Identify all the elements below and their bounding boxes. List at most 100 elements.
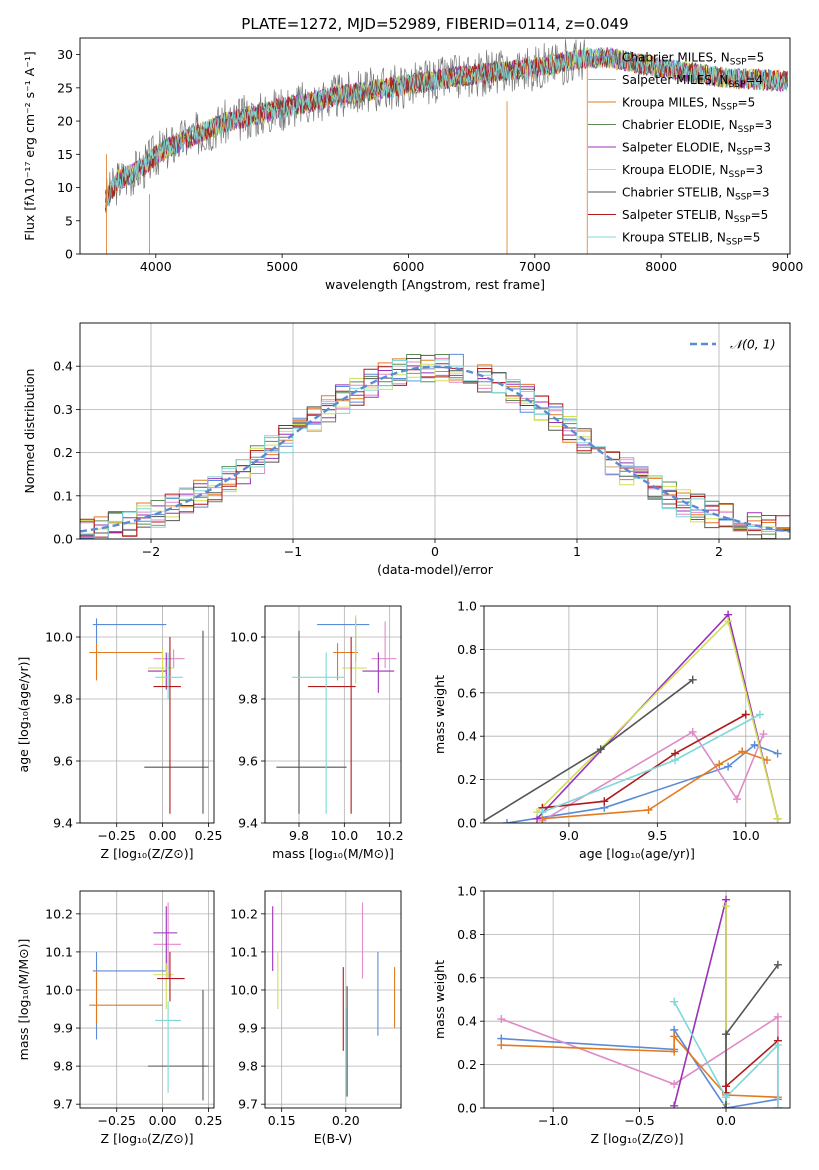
weight-marker: [773, 814, 782, 823]
weight-marker: [670, 1032, 679, 1041]
x-tick-label: 2: [715, 544, 723, 559]
weight-marker: [722, 1082, 731, 1091]
x-tick-label: 0.00: [149, 828, 177, 843]
weight-marker: [722, 1093, 731, 1102]
data-point: [155, 1001, 181, 1093]
y-tick-label: 0.4: [457, 1014, 477, 1029]
data-point: [333, 643, 358, 681]
legend-model-name: Kroupa MILES: [622, 96, 704, 110]
plot-area: [89, 618, 209, 814]
y-tick-label: 10.2: [230, 906, 258, 921]
data-point: [153, 906, 178, 971]
y-tick-label: 5: [65, 213, 73, 228]
plot-area: [484, 610, 782, 823]
model-spectrum: [104, 47, 788, 207]
x-tick-label: 6000: [393, 259, 425, 274]
y-tick-label: 10.0: [45, 630, 73, 645]
x-tick-label: 0: [431, 544, 439, 559]
legend-nssp: 3: [765, 118, 773, 132]
weight-marker: [538, 808, 547, 817]
weight-marker: [600, 797, 609, 806]
weight-marker: [773, 749, 782, 758]
x-tick-label: −0.25: [98, 1113, 136, 1128]
legend-label: Salpeter MILES, NSSP=4: [622, 73, 763, 90]
residual-histogram: [80, 359, 790, 539]
weight-marker: [773, 1012, 782, 1021]
weight-series: [541, 730, 765, 822]
y-tick-label: 9.8: [53, 1059, 73, 1074]
legend-nssp: 4: [755, 73, 763, 87]
x-axis-label: age [log₁₀(age/yr)]: [579, 846, 695, 861]
weight-marker: [732, 795, 741, 804]
y-tick-label: 9.8: [53, 692, 73, 707]
y-tick-label: 0.0: [457, 1101, 477, 1116]
data-point: [153, 902, 181, 979]
legend-label: Kroupa ELODIE, NSSP=3: [622, 163, 763, 180]
x-tick-label: −1: [284, 544, 302, 559]
y-tick-label: 10.0: [230, 630, 258, 645]
chart-mass-vs-EBV: 0.15 0.20 9.7 9.8 9.9 10.0 10.1 10.2 E(B-V): [230, 890, 402, 1146]
x-tick-label: 1: [573, 544, 581, 559]
weight-marker: [722, 1030, 731, 1039]
x-tick-label: 9.5: [647, 828, 667, 843]
model-spectrum: [104, 48, 788, 206]
weight-series: [725, 964, 779, 1108]
weight-marker: [670, 1101, 679, 1108]
weight-series: [542, 713, 747, 809]
x-tick-label: 7000: [519, 259, 551, 274]
x-tick-label: 9.0: [559, 828, 579, 843]
x-tick-label: −0.25: [98, 828, 136, 843]
normal-reference-curve: [80, 365, 790, 533]
legend-label: Salpeter ELODIE, NSSP=3: [622, 141, 771, 158]
y-tick-label: 9.9: [238, 1021, 258, 1036]
x-tick-label: 9.8: [289, 828, 309, 843]
y-tick-label: 1.0: [457, 884, 477, 899]
weight-marker: [759, 730, 768, 739]
x-axis-label: E(B-V): [314, 1131, 353, 1146]
weight-marker: [670, 1080, 679, 1089]
weight-series: [725, 1040, 779, 1093]
weight-marker: [750, 740, 759, 749]
y-tick-label: 10.0: [230, 982, 258, 997]
weight-marker: [670, 1047, 679, 1056]
weight-marker: [724, 617, 733, 626]
x-tick-label: 10.2: [376, 828, 404, 843]
data-point: [153, 963, 174, 1010]
x-tick-label: 0.25: [195, 828, 223, 843]
y-tick-label: 9.6: [238, 754, 258, 769]
residual-histogram: [80, 363, 790, 539]
plot-area: [497, 895, 782, 1108]
y-tick-label: 0.2: [457, 1057, 477, 1072]
legend-model-name: Salpeter STELIB: [622, 208, 717, 222]
data-point: [153, 649, 185, 668]
x-tick-label: 10.0: [732, 828, 760, 843]
plot-area: [276, 615, 397, 814]
y-tick-label: 9.8: [238, 1059, 258, 1074]
x-axis-label: mass [log₁₀(M/M⊙)]: [272, 846, 394, 861]
weight-marker: [722, 902, 731, 911]
legend-label: Salpeter STELIB, NSSP=5: [622, 208, 768, 225]
y-tick-label: 10.1: [230, 944, 258, 959]
weight-marker: [755, 710, 764, 719]
weight-marker: [644, 805, 653, 814]
weight-marker: [722, 1104, 731, 1108]
weight-marker: [497, 1041, 506, 1050]
weight-series: [673, 899, 727, 1106]
data-point: [153, 637, 181, 814]
data-point: [308, 637, 356, 814]
legend-model-name: Chabrier MILES: [622, 51, 713, 65]
x-axis-label: Z [log₁₀(Z/Z⊙)]: [101, 1131, 194, 1146]
data-point: [342, 615, 367, 684]
x-tick-label: 9000: [772, 259, 804, 274]
data-point: [276, 630, 347, 814]
y-tick-label: 0.8: [457, 927, 477, 942]
y-tick-label: 9.4: [53, 816, 73, 831]
legend-label: Chabrier MILES, NSSP=5: [622, 51, 764, 68]
y-tick-label: 1.0: [457, 599, 477, 614]
y-tick-label: 9.4: [238, 816, 258, 831]
y-tick-label: 0.0: [457, 816, 477, 831]
chart-mass-vs-Z: −0.25 0.00 0.25 9.7 9.8 9.9 10.0 10.1 10.2 Z [log…: [16, 890, 222, 1146]
legend-nssp: 3: [762, 186, 770, 200]
data-point: [147, 652, 167, 690]
data-point: [89, 970, 163, 1025]
